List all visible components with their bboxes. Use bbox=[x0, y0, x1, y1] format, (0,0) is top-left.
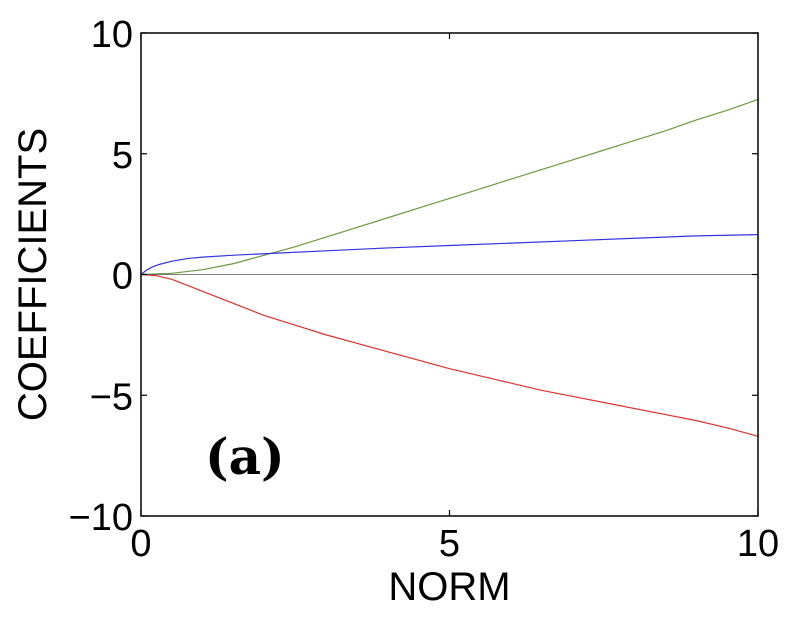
y-tick-label: 5 bbox=[112, 135, 133, 177]
series-layer bbox=[140, 98, 759, 437]
y-tick-label: 0 bbox=[112, 256, 133, 298]
x-tick-label: 5 bbox=[439, 523, 460, 565]
x-tick-label: 0 bbox=[130, 523, 151, 565]
x-axis-label: NORM bbox=[388, 565, 510, 609]
x-tick-label: 10 bbox=[737, 523, 779, 565]
y-tick-label: 10 bbox=[91, 14, 133, 56]
series-line-3 bbox=[140, 273, 759, 437]
y-axis-label: COEFFICIENTS bbox=[11, 128, 55, 421]
tick-layer: 0 5 10 10 5 0 −5 −10 bbox=[69, 14, 780, 565]
panel-label: (a) bbox=[205, 427, 285, 486]
series-line-1 bbox=[140, 98, 759, 276]
y-tick-label: −10 bbox=[69, 497, 133, 539]
series-line-2 bbox=[140, 234, 759, 275]
y-tick-label: −5 bbox=[90, 376, 133, 418]
